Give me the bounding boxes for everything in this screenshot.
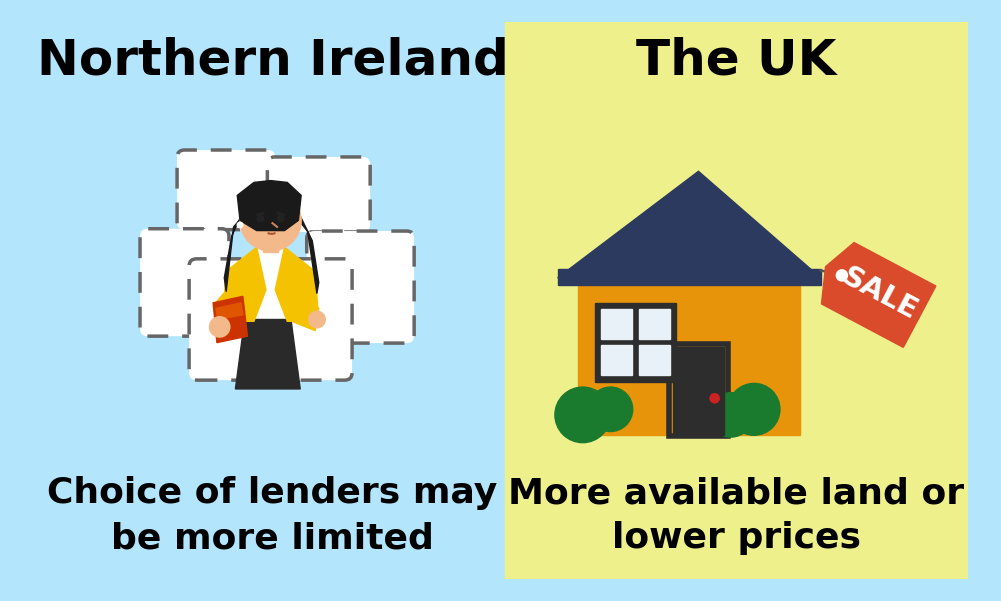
FancyBboxPatch shape [306, 231, 414, 343]
Polygon shape [256, 243, 284, 291]
Polygon shape [291, 209, 318, 293]
Bar [505, 22, 968, 579]
Circle shape [589, 387, 633, 432]
FancyBboxPatch shape [140, 229, 229, 336]
Bar [595, 303, 677, 382]
Polygon shape [213, 296, 247, 343]
Text: The UK: The UK [637, 36, 837, 84]
Polygon shape [213, 284, 243, 327]
Bar [639, 310, 670, 339]
Circle shape [257, 215, 263, 222]
Bar [263, 235, 278, 252]
Bar [639, 346, 670, 375]
Circle shape [555, 387, 611, 443]
Circle shape [237, 222, 243, 228]
Polygon shape [822, 243, 936, 347]
Polygon shape [235, 320, 300, 389]
Text: SALE: SALE [837, 263, 923, 326]
Bar [673, 347, 724, 435]
Circle shape [277, 215, 284, 222]
Circle shape [728, 383, 780, 435]
Bar [670, 344, 728, 436]
Text: Choice of lenders may
be more limited: Choice of lenders may be more limited [47, 477, 497, 555]
Circle shape [240, 190, 301, 251]
Circle shape [710, 394, 720, 403]
FancyBboxPatch shape [177, 150, 275, 230]
Circle shape [308, 311, 325, 328]
Circle shape [836, 270, 848, 281]
Polygon shape [222, 247, 266, 322]
Polygon shape [224, 209, 248, 291]
Polygon shape [287, 290, 318, 331]
Bar [602, 346, 633, 375]
Circle shape [709, 392, 753, 437]
Bar [41, 22, 505, 579]
Text: More available land or
lower prices: More available land or lower prices [509, 477, 965, 555]
Bar [558, 269, 821, 285]
Bar [578, 278, 801, 435]
Circle shape [209, 317, 230, 337]
Polygon shape [237, 180, 301, 231]
FancyBboxPatch shape [189, 259, 352, 380]
Polygon shape [558, 171, 821, 278]
Bar [602, 310, 633, 339]
FancyBboxPatch shape [267, 157, 370, 232]
Polygon shape [275, 247, 318, 322]
Polygon shape [216, 303, 243, 320]
Text: Northern Ireland: Northern Ireland [36, 36, 509, 84]
